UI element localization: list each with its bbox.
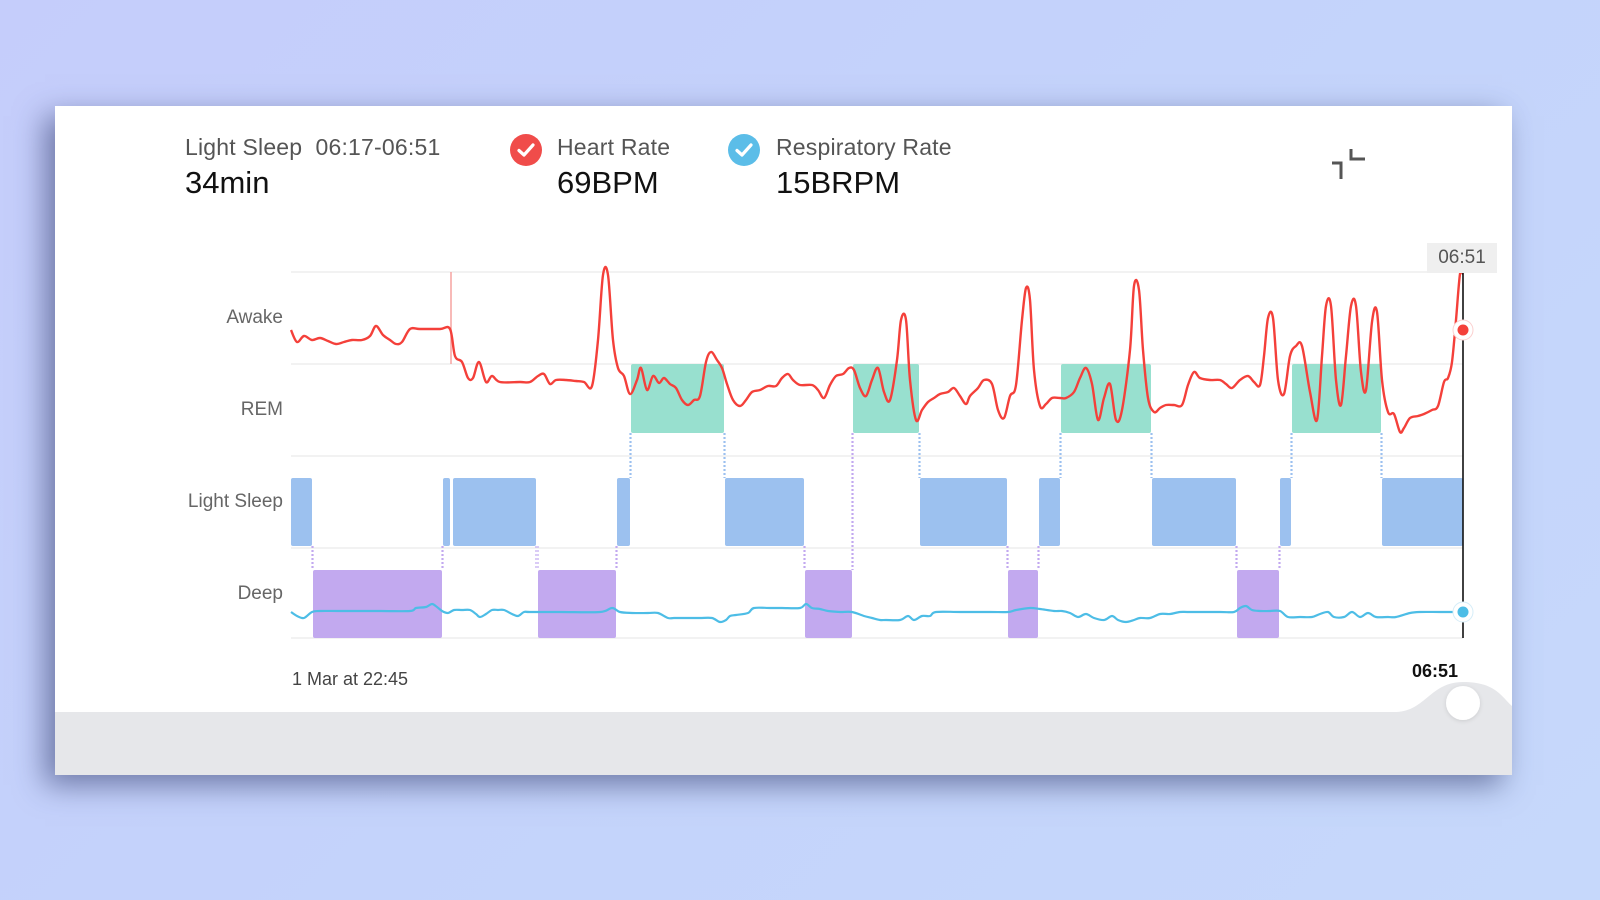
stage-block-deep[interactable] xyxy=(1008,570,1038,638)
selected-stage-summary: Light Sleep 06:17-06:51 34min xyxy=(185,134,440,201)
stage-block-light-sleep[interactable] xyxy=(1382,478,1463,546)
stage-block-deep[interactable] xyxy=(1237,570,1279,638)
row-label-deep: Deep xyxy=(237,583,283,604)
stage-block-light-sleep[interactable] xyxy=(1039,478,1060,546)
axis-start-label: 1 Mar at 22:45 xyxy=(292,669,409,689)
cursor-time-tooltip: 06:51 xyxy=(1427,243,1497,273)
stage-block-light-sleep[interactable] xyxy=(920,478,1007,546)
stage-block-light-sleep[interactable] xyxy=(1280,478,1291,546)
collapse-icon xyxy=(1332,149,1365,179)
stage-block-deep[interactable] xyxy=(805,570,852,638)
heart-rate-line xyxy=(289,265,1465,434)
stage-block-light-sleep[interactable] xyxy=(617,478,630,546)
heart-rate-toggle[interactable]: Heart Rate 69BPM xyxy=(510,134,710,214)
respiratory-rate-toggle[interactable]: Respiratory Rate 15BRPM xyxy=(728,134,988,214)
respiratory-rate-label: Respiratory Rate xyxy=(776,134,952,160)
stage-block-deep[interactable] xyxy=(538,570,616,638)
axis-end-label: 06:51 xyxy=(1412,661,1459,681)
respiratory-rate-value: 15BRPM xyxy=(776,165,901,200)
respiratory-rate-marker xyxy=(1457,606,1469,618)
sleep-chart-card: Light Sleep 06:17-06:51 34min Heart Rate… xyxy=(55,106,1512,775)
stage-duration: 34min xyxy=(185,165,270,200)
row-label-awake: Awake xyxy=(226,307,283,328)
stage-block-light-sleep[interactable] xyxy=(1152,478,1236,546)
stage-block-light-sleep[interactable] xyxy=(725,478,804,546)
row-label-rem: REM xyxy=(240,399,283,420)
timeline-scrubber-track[interactable] xyxy=(55,712,1512,775)
stage-heading: Light Sleep 06:17-06:51 xyxy=(185,134,440,161)
stage-block-light-sleep[interactable] xyxy=(291,478,312,546)
stage-label: Light Sleep xyxy=(185,134,303,160)
stage-block-light-sleep[interactable] xyxy=(453,478,536,546)
heart-rate-check-icon[interactable] xyxy=(510,134,542,166)
stage-block-deep[interactable] xyxy=(313,570,442,638)
stage-range: 06:17-06:51 xyxy=(315,134,441,160)
stage-block-rem[interactable] xyxy=(631,364,724,433)
row-label-light-sleep: Light Sleep xyxy=(187,491,283,512)
respiratory-rate-check-icon[interactable] xyxy=(728,134,760,166)
stage-block-light-sleep[interactable] xyxy=(443,478,450,546)
sleep-stage-plot[interactable] xyxy=(55,106,1512,775)
heart-rate-label: Heart Rate xyxy=(557,134,671,160)
respiratory-rate-line xyxy=(290,602,1463,624)
stage-block-rem[interactable] xyxy=(1061,364,1151,433)
heart-rate-marker xyxy=(1457,324,1469,336)
collapse-button[interactable] xyxy=(1330,146,1370,186)
heart-rate-value: 69BPM xyxy=(557,165,659,200)
